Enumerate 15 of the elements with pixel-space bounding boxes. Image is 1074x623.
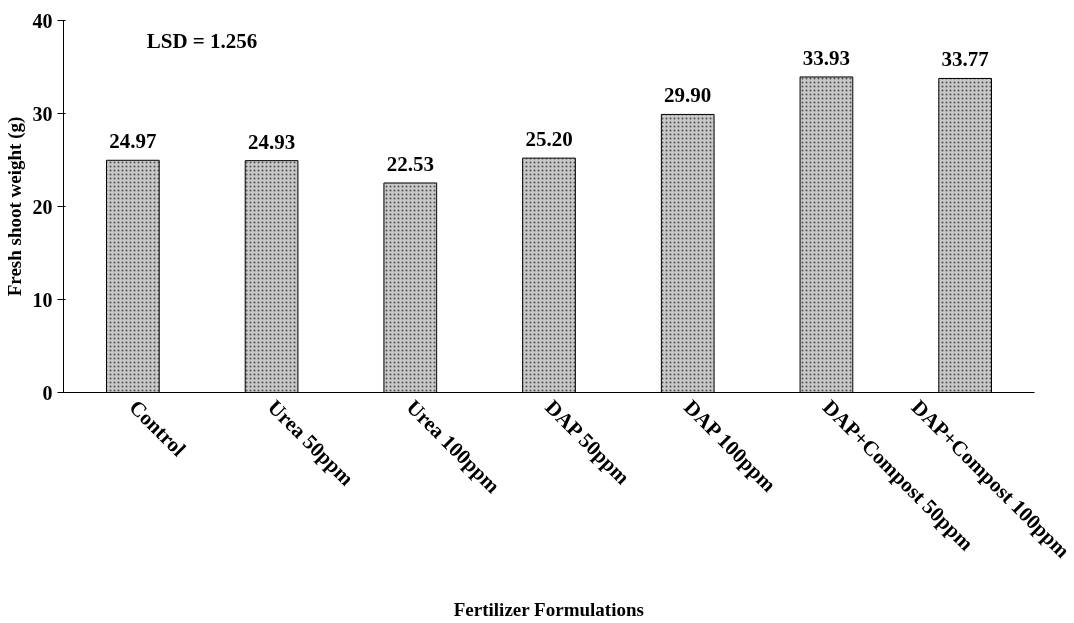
data-label: 25.20 <box>525 127 573 152</box>
x-axis-title: Fertilizer Formulations <box>453 599 644 621</box>
data-label: 24.97 <box>109 129 157 154</box>
y-tick-label: 10 <box>32 288 53 311</box>
data-label: 22.53 <box>386 151 434 176</box>
y-tick-label: 30 <box>32 102 53 125</box>
annotation: LSD = 1.256 <box>146 29 258 54</box>
data-label: 29.90 <box>664 83 712 108</box>
data-label: 33.77 <box>941 47 989 72</box>
y-axis-title: Fresh shoot weight (g) <box>3 116 26 297</box>
data-label: 33.93 <box>802 45 851 70</box>
y-tick-label: 20 <box>32 195 53 218</box>
data-label: 24.93 <box>247 129 296 154</box>
y-tick-label: 40 <box>32 9 53 32</box>
y-tick-label: 0 <box>42 381 53 404</box>
